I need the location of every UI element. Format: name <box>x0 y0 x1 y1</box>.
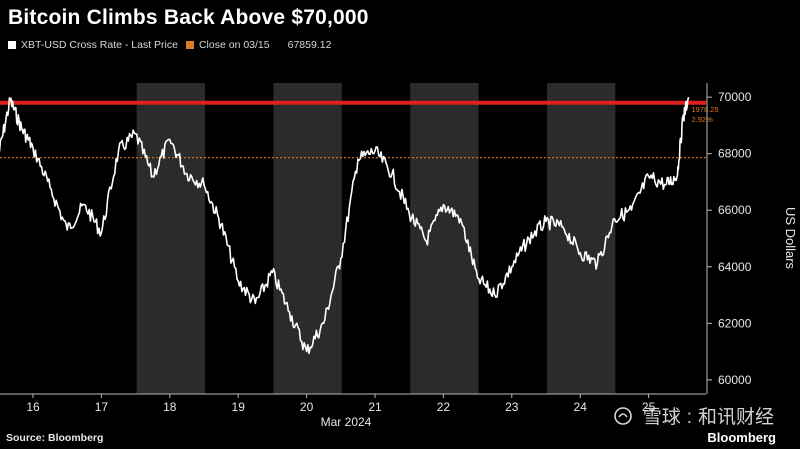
price-series <box>0 96 690 355</box>
y-tick-label: 70000 <box>718 90 752 104</box>
x-tick-label: 25 <box>642 400 656 414</box>
day-bands <box>136 83 616 394</box>
x-tick-label: 22 <box>437 400 451 414</box>
y-tick-label: 62000 <box>718 316 752 330</box>
price-annotation: 1978.25 <box>692 105 719 114</box>
watermark-site: 雪球 <box>642 407 681 428</box>
y-tick-label: 64000 <box>718 260 752 274</box>
price-annotation: 2.92% <box>692 115 714 124</box>
x-tick-label: 21 <box>368 400 382 414</box>
snowball-icon <box>614 407 633 429</box>
legend-close-label: Close on 03/15 <box>198 39 270 51</box>
price-line <box>0 96 690 355</box>
x-tick-label: 18 <box>163 400 177 414</box>
x-tick-label: 23 <box>505 400 519 414</box>
legend-close-value: 67859.12 <box>287 39 332 51</box>
x-tick-label: 19 <box>232 400 246 414</box>
y-axis: 60000 62000 64000 66000 68000 70000 US Dollars <box>706 83 798 394</box>
legend-close-swatch <box>185 41 194 49</box>
price-annotations: 1978.252.92% <box>692 105 719 124</box>
x-tick-label: 24 <box>574 400 588 414</box>
legend-series-label: XBT-USD Cross Rate - Last Price <box>21 39 178 51</box>
legend-close: Close on 03/15 67859.12 <box>185 39 332 51</box>
source-note: Source: Bloomberg <box>6 432 104 444</box>
watermark: 雪球: 和讯财经 <box>614 402 774 429</box>
y-tick-label: 66000 <box>718 203 752 217</box>
x-tick-label: 17 <box>95 400 109 414</box>
x-tick-label: 20 <box>300 400 314 414</box>
y-tick-label: 60000 <box>718 373 752 387</box>
chart-legend: XBT-USD Cross Rate - Last Price Close on… <box>8 39 339 51</box>
day-band <box>547 83 616 394</box>
legend-series: XBT-USD Cross Rate - Last Price <box>8 39 178 51</box>
legend-series-swatch <box>8 41 16 49</box>
chart-title: Bitcoin Climbs Back Above $70,000 <box>8 6 369 29</box>
bloomberg-logo: Bloomberg <box>707 430 776 445</box>
y-tick-label: 68000 <box>718 147 752 161</box>
x-axis-title: Mar 2024 <box>321 415 372 429</box>
day-band <box>410 83 479 394</box>
day-band <box>136 83 205 394</box>
x-tick-label: 16 <box>26 400 40 414</box>
x-axis: 16 17 18 19 20 21 22 23 24 25 Mar 2024 <box>0 393 706 429</box>
day-band <box>273 83 342 394</box>
watermark-separator: : <box>686 407 692 428</box>
y-axis-title: US Dollars <box>783 207 798 270</box>
watermark-account: 和讯财经 <box>697 407 774 428</box>
